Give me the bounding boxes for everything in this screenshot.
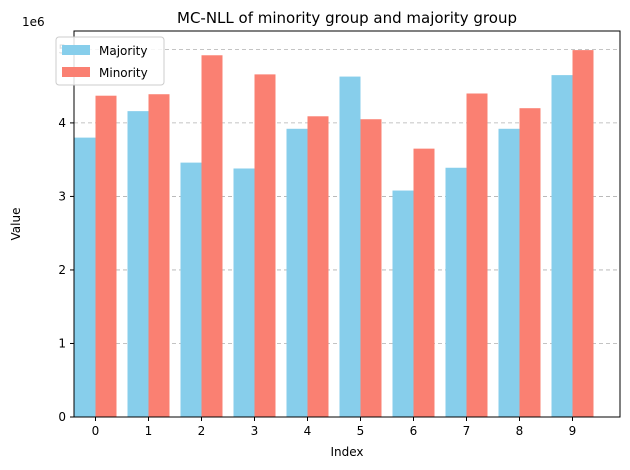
x-tick-label: 9 — [569, 424, 577, 438]
x-tick-label: 5 — [357, 424, 365, 438]
x-tick-label: 8 — [516, 424, 524, 438]
legend-label-majority: Majority — [99, 44, 147, 58]
y-tick-label: 1 — [58, 336, 66, 350]
x-tick-label: 7 — [463, 424, 471, 438]
x-tick-label: 3 — [251, 424, 259, 438]
x-tick-label: 4 — [304, 424, 312, 438]
plot-frame — [73, 30, 621, 418]
bar-minority-1 — [148, 94, 170, 418]
x-tick-label: 0 — [92, 424, 100, 438]
y-axis-label: Value — [9, 208, 23, 241]
bar-majority-1 — [127, 111, 149, 417]
bar-majority-3 — [233, 168, 255, 417]
bar-minority-7 — [466, 93, 488, 417]
legend: Majority Minority — [55, 36, 165, 86]
bar-majority-6 — [392, 190, 414, 417]
bars-layer — [74, 50, 594, 418]
bar-minority-0 — [95, 95, 117, 417]
x-tick-label: 6 — [410, 424, 418, 438]
legend-swatch-minority — [62, 67, 90, 77]
y-tick-label: 3 — [58, 189, 66, 203]
bar-majority-7 — [445, 167, 467, 417]
x-tick-label: 1 — [145, 424, 153, 438]
bar-minority-9 — [572, 50, 594, 418]
bar-majority-8 — [498, 128, 520, 417]
bar-majority-2 — [180, 162, 202, 417]
chart-title: MC-NLL of minority group and majority gr… — [177, 9, 517, 27]
bar-minority-6 — [413, 148, 435, 417]
bar-minority-2 — [201, 55, 223, 418]
x-tick-label: 2 — [198, 424, 206, 438]
bar-majority-5 — [339, 76, 361, 417]
x-axis-label: Index — [330, 445, 363, 459]
y-tick-label: 4 — [58, 116, 66, 130]
bar-minority-8 — [519, 108, 541, 417]
legend-label-minority: Minority — [99, 66, 148, 80]
y-tick-label: 0 — [58, 410, 66, 424]
bar-minority-4 — [307, 116, 329, 417]
bar-minority-5 — [360, 119, 382, 417]
y-tick-label: 2 — [58, 263, 66, 277]
bar-majority-9 — [551, 75, 573, 417]
bar-minority-3 — [254, 74, 276, 417]
y-scale-label: 1e6 — [22, 15, 45, 29]
legend-swatch-majority — [62, 45, 90, 55]
bar-majority-0 — [74, 137, 96, 417]
bar-majority-4 — [286, 128, 308, 417]
axes-layer: 0123450123456789 — [58, 42, 576, 438]
